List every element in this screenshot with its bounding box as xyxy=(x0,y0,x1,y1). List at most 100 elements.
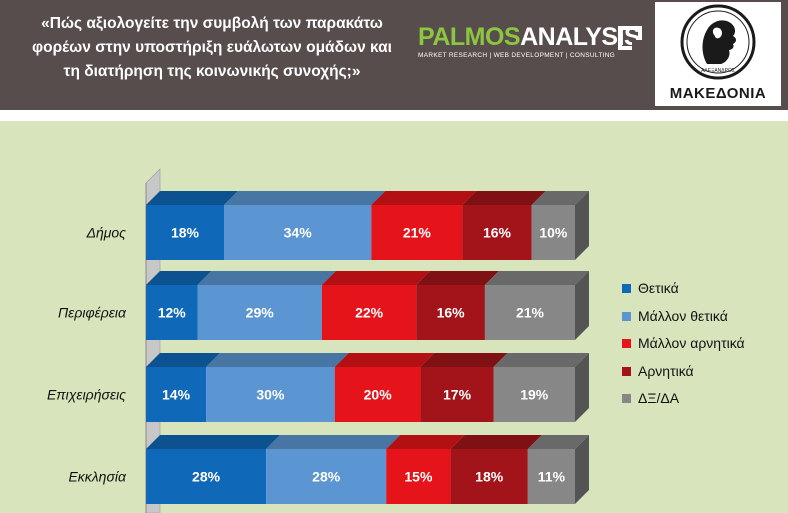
data-label: 28% xyxy=(312,469,341,485)
data-label: 18% xyxy=(475,469,504,485)
bar-end-face xyxy=(575,271,589,340)
bar-segment-top xyxy=(197,271,336,285)
bar-segment-top xyxy=(484,271,589,285)
bar-end-face xyxy=(575,435,589,504)
bar-segment xyxy=(334,367,421,422)
bar-segment xyxy=(146,205,224,260)
bar-segment xyxy=(146,285,198,340)
bar-segment xyxy=(450,449,528,504)
bar-segment xyxy=(197,285,322,340)
bar-segment xyxy=(321,285,417,340)
data-label: 15% xyxy=(404,469,433,485)
newspaper-name: ΜΑΚΕΔΟΝΙΑ xyxy=(669,85,767,102)
bar-segment-top xyxy=(386,435,465,449)
makedonia-logo: ΑΛΕΞΑΝΔΡΟΣ ΜΑΚΕΔΟΝΙΑ xyxy=(655,2,781,106)
legend-label: Μάλλον θετικά xyxy=(638,307,728,324)
category-label: Επιχειρήσεις xyxy=(47,387,126,403)
bar-segment-top xyxy=(206,353,349,367)
bar-segment-top xyxy=(146,435,281,449)
bar-end-face xyxy=(575,191,589,260)
coin-inscription: ΑΛΕΞΑΝΔΡΟΣ xyxy=(701,68,735,74)
bar-segment xyxy=(531,205,575,260)
data-label: 21% xyxy=(403,225,432,241)
data-label: 28% xyxy=(192,469,221,485)
question-line-1: «Πώς αξιολογείτε την συμβολή των παρακάτ… xyxy=(41,15,383,32)
data-label: 14% xyxy=(162,387,191,403)
legend-swatch xyxy=(622,284,631,293)
data-label: 17% xyxy=(443,387,472,403)
bar-segment xyxy=(416,285,485,340)
bar-segment-top xyxy=(531,191,589,205)
bar-segment-top xyxy=(146,191,238,205)
bar-segment xyxy=(484,285,575,340)
bar-segment-top xyxy=(420,353,508,367)
brand-tagline: MARKET RESEARCH | WEB DEVELOPMENT | CONS… xyxy=(418,52,616,59)
bar-segment-top xyxy=(527,435,589,449)
legend-swatch xyxy=(622,339,631,348)
bar-segment-top xyxy=(493,353,589,367)
bar-segment-top xyxy=(146,353,221,367)
data-label: 21% xyxy=(516,305,545,321)
category-label: Δήμος xyxy=(86,225,127,241)
bar-segment-top xyxy=(416,271,499,285)
palmos-wordmark: PALMOSANALYSIS xyxy=(418,22,650,52)
legend-item: Θετικά xyxy=(618,280,783,308)
coin-ram-horn xyxy=(712,27,722,39)
data-label: 11% xyxy=(538,469,566,485)
bar-segment-top xyxy=(224,191,386,205)
question-line-3: τη διατήρηση της κοινωνικής συνοχής;» xyxy=(63,63,361,80)
data-label: 22% xyxy=(355,305,384,321)
bar-segment xyxy=(527,449,575,504)
legend-swatch xyxy=(622,366,631,376)
data-label: 16% xyxy=(483,225,512,241)
chart-legend: Θετικά Μάλλον θετικά Μάλλον αρνητικά Αρν… xyxy=(618,280,783,418)
data-label: 29% xyxy=(246,305,275,321)
category-label: Περιφέρεια xyxy=(58,305,127,321)
category-label: Εκκλησία xyxy=(68,469,127,485)
question-line-2: φορέων στην υποστήριξη ευάλωτων ομάδων κ… xyxy=(32,39,392,56)
data-label: 30% xyxy=(256,387,285,403)
legend-swatch xyxy=(622,394,631,403)
data-label: 20% xyxy=(364,387,393,403)
legend-item: Αρνητικά xyxy=(618,363,783,391)
bar-segment xyxy=(493,367,575,422)
survey-question: «Πώς αξιολογείτε την συμβολή των παρακάτ… xyxy=(12,12,412,84)
data-label: 18% xyxy=(171,225,200,241)
bar-segment xyxy=(266,449,387,504)
data-label: 19% xyxy=(520,387,549,403)
bar-segment-top xyxy=(266,435,401,449)
legend-label: Μάλλον αρνητικά xyxy=(638,335,745,351)
bar-segment-top xyxy=(321,271,431,285)
legend-item: ΔΞ/ΔΑ xyxy=(618,390,783,418)
data-label: 10% xyxy=(539,225,568,241)
chart-area: 18% 34% 21% 16% 10% Δήμος 12% 29% 22% 16% 21% Περιφ… xyxy=(0,121,788,513)
bar-segment-top xyxy=(371,191,477,205)
bar-end-face xyxy=(575,353,589,422)
bar-segment xyxy=(462,205,532,260)
legend-swatch xyxy=(622,311,631,321)
bar-segment xyxy=(146,367,207,422)
bar-segment xyxy=(224,205,372,260)
bar-segment-top xyxy=(462,191,546,205)
bar-segment xyxy=(146,449,267,504)
header-banner: «Πώς αξιολογείτε την συμβολή των παρακάτ… xyxy=(0,0,788,110)
legend-item: Μάλλον αρνητικά xyxy=(618,335,783,363)
data-label: 16% xyxy=(437,305,466,321)
bar-segment xyxy=(420,367,494,422)
legend-label: Θετικά xyxy=(638,280,679,296)
alexander-coin-icon: ΑΛΕΞΑΝΔΡΟΣ xyxy=(680,4,756,80)
bar-segment-top xyxy=(334,353,435,367)
bar-segment xyxy=(206,367,335,422)
bar-segment xyxy=(386,449,451,504)
stacked-bar-chart: 18% 34% 21% 16% 10% Δήμος 12% 29% 22% 16% 21% Περιφ… xyxy=(47,168,589,513)
data-label: 12% xyxy=(158,305,187,321)
bar-segment xyxy=(371,205,463,260)
coin-head-profile xyxy=(702,20,736,65)
bar-segment-top xyxy=(450,435,542,449)
legend-label: ΔΞ/ΔΑ xyxy=(638,390,680,406)
palmos-square-icon xyxy=(618,26,642,50)
bar-segment-top xyxy=(146,271,212,285)
legend-item: Μάλλον θετικά xyxy=(618,308,783,336)
legend-label: Αρνητικά xyxy=(638,362,694,379)
brand-part-a: PALMOS xyxy=(418,23,521,51)
